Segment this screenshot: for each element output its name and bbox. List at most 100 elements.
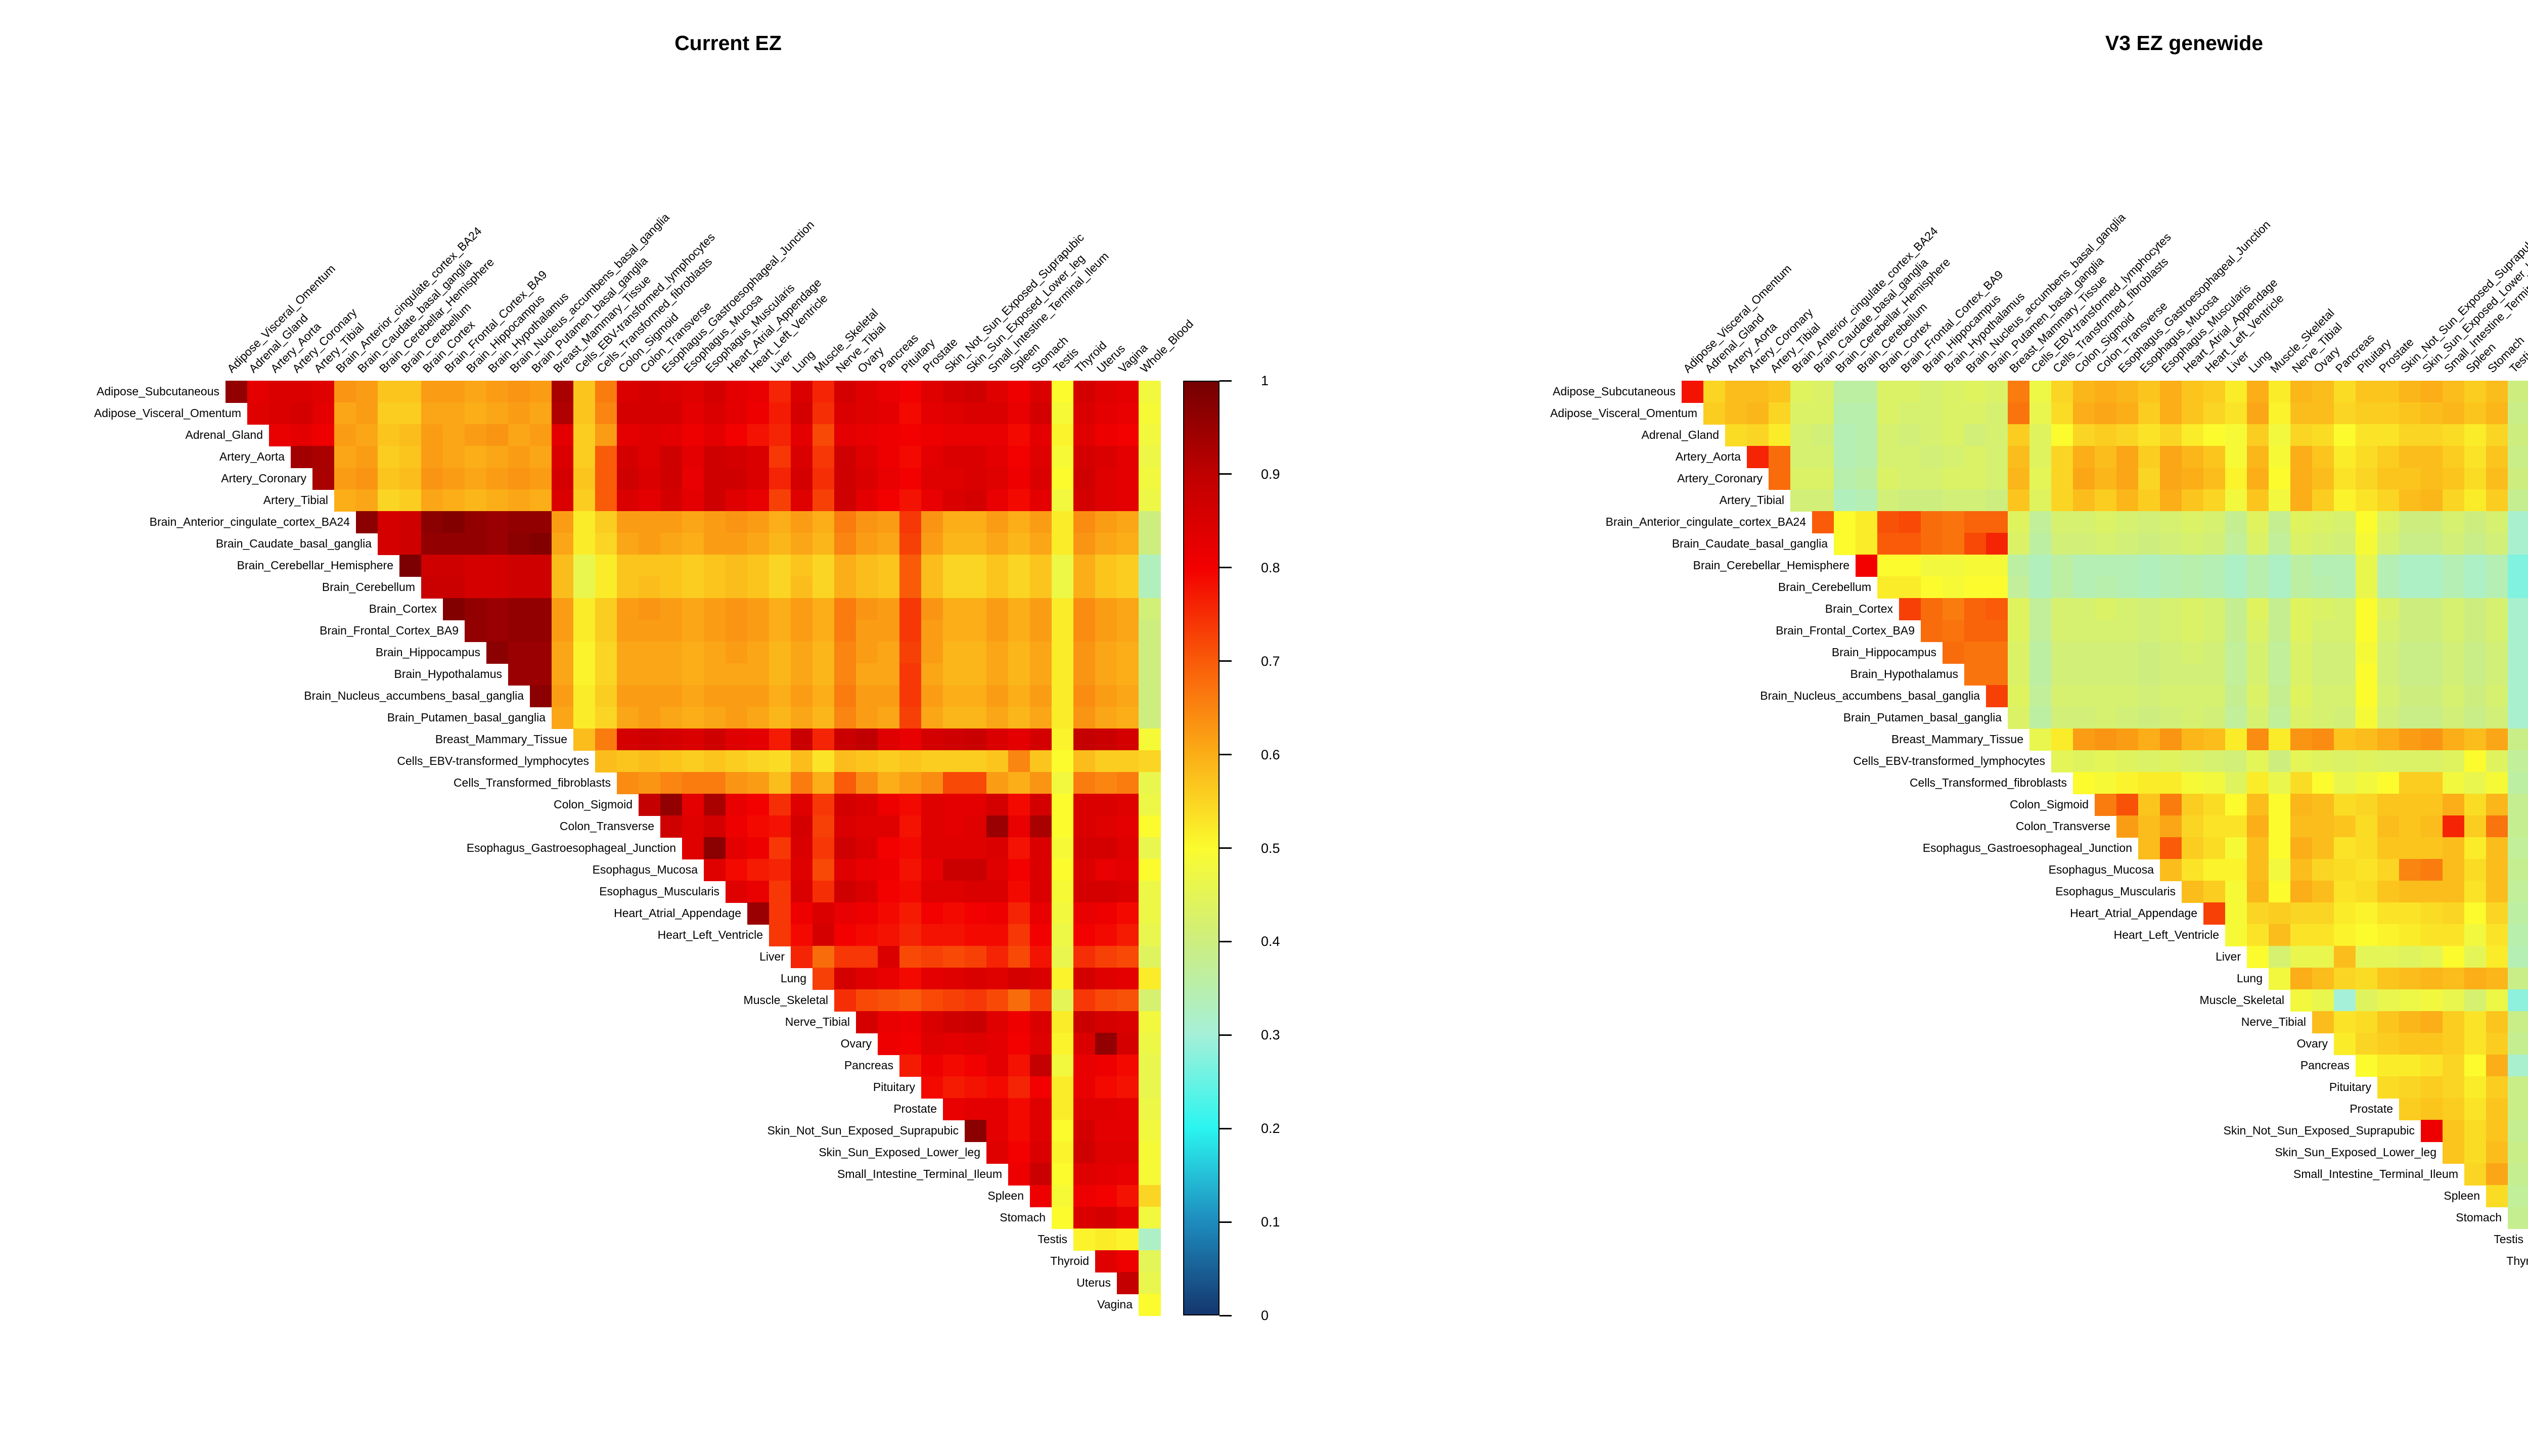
heatmap-cell	[1139, 1228, 1161, 1251]
heatmap-cell	[1073, 1120, 1096, 1142]
heatmap-cell	[595, 511, 617, 533]
heatmap-cell	[2225, 424, 2247, 446]
heatmap-cell	[2290, 511, 2313, 533]
heatmap-cell	[2073, 772, 2095, 794]
heatmap-cell	[2116, 729, 2139, 751]
heatmap-cell	[1008, 989, 1030, 1012]
heatmap-cell	[2421, 489, 2443, 512]
heatmap-cell	[2312, 685, 2334, 707]
heatmap-cell	[2160, 533, 2182, 555]
heatmap-cell	[1986, 381, 2008, 403]
heatmap-cell	[726, 424, 748, 446]
heatmap-cell	[508, 663, 530, 686]
heatmap-cell	[2182, 424, 2204, 446]
heatmap-cell	[2421, 1011, 2443, 1033]
heatmap-cell	[1052, 989, 1074, 1012]
heatmap-cell	[986, 1055, 1009, 1077]
heatmap-cell	[2312, 446, 2334, 468]
heatmap-cell	[2421, 424, 2443, 446]
heatmap-cell	[2290, 859, 2313, 881]
heatmap-cell	[2029, 511, 2052, 533]
heatmap-cell	[2008, 381, 2030, 403]
heatmap-cell	[2377, 663, 2400, 686]
heatmap-cell	[2508, 1142, 2528, 1164]
heatmap-cell	[1877, 533, 1900, 555]
heatmap-cell	[2160, 837, 2182, 859]
heatmap-cell	[921, 424, 943, 446]
heatmap-cell	[834, 685, 856, 707]
heatmap-cell	[378, 381, 400, 403]
heatmap-cell	[2160, 772, 2182, 794]
heatmap-cell	[1769, 424, 1791, 446]
heatmap-cell	[2421, 989, 2443, 1012]
heatmap-cell	[834, 989, 856, 1012]
heatmap-cell	[660, 402, 683, 425]
heatmap-cell	[2269, 576, 2291, 599]
heatmap-cell	[2334, 837, 2356, 859]
heatmap-cell	[986, 968, 1009, 990]
heatmap-cell	[2290, 402, 2313, 425]
heatmap-cell	[704, 489, 726, 512]
heatmap-cell	[356, 511, 378, 533]
heatmap-cell	[269, 381, 291, 403]
heatmap-cell	[704, 598, 726, 620]
heatmap-cell	[2421, 446, 2443, 468]
heatmap-cell	[2421, 707, 2443, 729]
heatmap-cell	[2182, 837, 2204, 859]
heatmap-cell	[2247, 902, 2269, 925]
heatmap-cell	[2377, 707, 2400, 729]
heatmap-cell	[2334, 511, 2356, 533]
heatmap-cell	[2269, 815, 2291, 838]
heatmap-cell	[1943, 511, 1965, 533]
heatmap-cell	[1052, 924, 1074, 946]
heatmap-cell	[921, 555, 943, 577]
heatmap-cell	[2421, 729, 2443, 751]
row-label: Brain_Cortex	[369, 602, 437, 615]
heatmap-cell	[1964, 446, 1987, 468]
heatmap-cell	[2312, 707, 2334, 729]
heatmap-cell	[2073, 642, 2095, 664]
heatmap-cell	[769, 685, 791, 707]
heatmap-cell	[834, 729, 856, 751]
heatmap-cell	[1790, 402, 1813, 425]
heatmap-cell	[682, 663, 704, 686]
heatmap-cell	[2399, 446, 2421, 468]
heatmap-cell	[943, 576, 965, 599]
heatmap-cell	[986, 946, 1009, 968]
heatmap-cell	[2421, 1055, 2443, 1077]
heatmap-cell	[2225, 685, 2247, 707]
heatmap-cell	[2399, 663, 2421, 686]
heatmap-cell	[1964, 511, 1987, 533]
heatmap-cell	[573, 620, 596, 642]
row-label: Cells_EBV-transformed_lymphocytes	[397, 754, 589, 767]
heatmap-cell	[2203, 902, 2226, 925]
heatmap-cell	[943, 1033, 965, 1055]
heatmap-cell	[1030, 533, 1052, 555]
heatmap-cell	[878, 598, 900, 620]
row-label: Nerve_Tibial	[785, 1015, 850, 1028]
heatmap-cell	[2399, 555, 2421, 577]
heatmap-cell	[2160, 685, 2182, 707]
heatmap-cell	[2008, 424, 2030, 446]
heatmap-cell	[682, 402, 704, 425]
heatmap-cell	[2486, 859, 2508, 881]
heatmap-cell	[812, 859, 835, 881]
heatmap-cell	[2225, 381, 2247, 403]
row-label: Brain_Nucleus_accumbens_basal_ganglia	[1760, 689, 1980, 702]
heatmap-cell	[356, 424, 378, 446]
heatmap-cell	[1073, 533, 1096, 555]
heatmap-cell	[530, 620, 552, 642]
heatmap-cell	[791, 424, 813, 446]
heatmap-cell	[2138, 794, 2160, 816]
heatmap-cell	[2247, 511, 2269, 533]
heatmap-cell	[2334, 946, 2356, 968]
heatmap-cell	[1139, 794, 1161, 816]
heatmap-cell	[1703, 402, 1726, 425]
heatmap-cell	[2486, 1076, 2508, 1099]
heatmap-cell	[682, 533, 704, 555]
heatmap-cell	[2312, 859, 2334, 881]
heatmap-cell	[2073, 620, 2095, 642]
heatmap-cell	[2334, 881, 2356, 903]
heatmap-cell	[2182, 533, 2204, 555]
heatmap-cell	[1052, 1033, 1074, 1055]
